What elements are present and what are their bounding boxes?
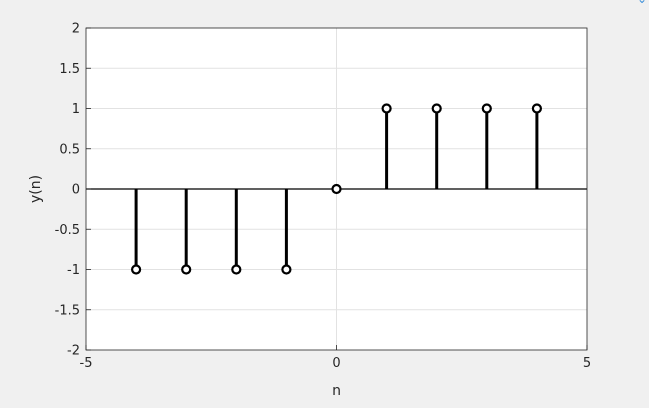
stem-marker — [281, 264, 292, 275]
stem-marker — [531, 103, 543, 114]
x-tick-label: 5 — [583, 356, 591, 371]
y-tick-label: -0.5 — [55, 223, 80, 238]
stem-marker — [181, 264, 192, 275]
stem-marker — [431, 103, 442, 114]
grid-lines — [86, 28, 587, 350]
stem-marker — [231, 264, 242, 275]
y-tick-label: -1.5 — [55, 303, 80, 318]
stem-series — [131, 103, 543, 275]
y-tick-label: 1 — [72, 102, 80, 117]
stem-marker — [481, 103, 492, 114]
x-tick-label: 0 — [332, 356, 340, 371]
y-tick-label: 1.5 — [59, 62, 80, 77]
y-tick-label: -2 — [67, 344, 80, 359]
y-tick-label: 0 — [72, 183, 80, 198]
stem-marker — [381, 103, 392, 114]
y-tick-label: -1 — [67, 263, 80, 278]
stem-marker — [331, 183, 342, 195]
x-tick-label: -5 — [80, 356, 93, 371]
y-tick-label: 0.5 — [59, 142, 80, 157]
axis-ticks: -5 0 5 2 1.5 1 0.5 0 -0.5 -1 -1.5 -2 — [55, 22, 592, 372]
y-tick-label: 2 — [72, 22, 80, 37]
y-axis-label: y(n) — [28, 175, 44, 203]
stem-marker — [131, 264, 142, 275]
x-axis-label: n — [332, 383, 341, 399]
toolbar-fragment-icon[interactable]: ⌄ — [637, 0, 647, 4]
